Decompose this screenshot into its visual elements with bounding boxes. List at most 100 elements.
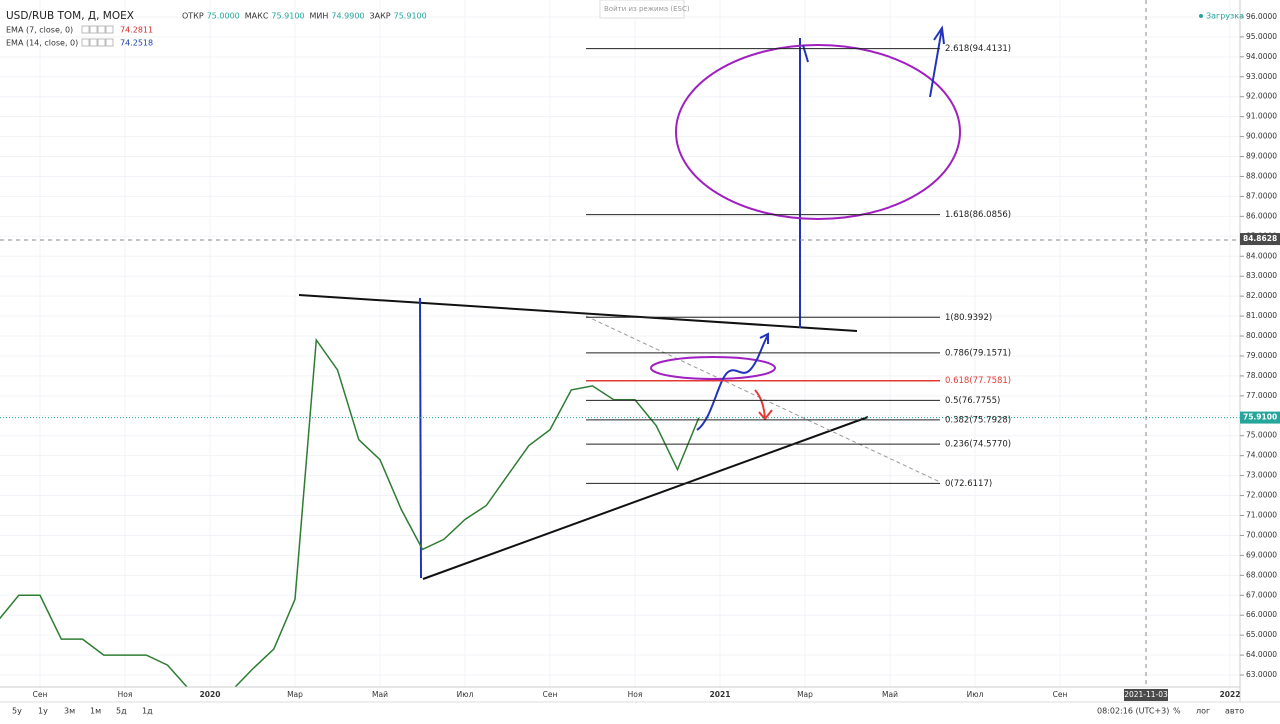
indicator-button[interactable] <box>81 38 90 47</box>
crosshair-date: 2021-11-03 <box>1124 690 1168 699</box>
fib-label: 0(72.6117) <box>945 479 992 489</box>
ohlc-value: 74.9900 <box>331 12 364 21</box>
y-tick-label: 79.0000 <box>1246 351 1277 360</box>
y-tick-label: 81.0000 <box>1246 311 1277 320</box>
ohlc-value: 75.0000 <box>207 12 240 21</box>
plot-area: 2.618(94.4131) 1.618(86.0856) 1(80.9392) 0.… <box>0 0 1240 687</box>
indicator-value: 74.2518 <box>120 39 153 48</box>
pen-mark <box>802 44 809 63</box>
y-tick-label: 95.0000 <box>1246 32 1277 41</box>
indicator-value: 74.2811 <box>120 26 153 35</box>
ohlc-label: МИН <box>310 12 329 21</box>
axis-option[interactable]: авто <box>1225 707 1244 716</box>
forecast-arrow <box>929 25 945 98</box>
trendline <box>298 294 858 332</box>
x-tick-label: Сен <box>543 690 558 699</box>
y-tick-label: 75.0000 <box>1246 431 1277 440</box>
y-tick-label: 88.0000 <box>1246 171 1277 180</box>
ohlc-value: 75.9100 <box>394 12 427 21</box>
fib-label: 0.618(77.7581) <box>945 376 1011 386</box>
y-tick-label: 71.0000 <box>1246 510 1277 519</box>
y-tick-label: 82.0000 <box>1246 291 1277 300</box>
price-line <box>0 337 700 687</box>
fib-label: 1.618(86.0856) <box>945 210 1011 220</box>
y-tick-label: 80.0000 <box>1246 331 1277 340</box>
ohlc-label: МАКС <box>245 12 269 21</box>
range-button[interactable]: 3м <box>64 707 75 716</box>
y-tick-label: 89.0000 <box>1246 152 1277 161</box>
y-tick-label: 66.0000 <box>1246 610 1277 619</box>
y-tick-label: 78.0000 <box>1246 371 1277 380</box>
ohlc-label: ЗАКР <box>370 12 391 21</box>
y-tick-label: 84.0000 <box>1246 251 1277 260</box>
x-tick-label: 2020 <box>200 690 221 699</box>
range-button[interactable]: 5д <box>116 707 127 716</box>
y-tick-label: 91.0000 <box>1246 112 1277 121</box>
x-tick-label: Мар <box>797 690 813 699</box>
y-tick-label: 64.0000 <box>1246 650 1277 659</box>
y-tick-label: 72.0000 <box>1246 491 1277 500</box>
range-button[interactable]: 1м <box>90 707 101 716</box>
y-tick-label: 86.0000 <box>1246 211 1277 220</box>
x-tick-label: Мар <box>287 690 303 699</box>
y-tick-label: 96.0000 <box>1246 12 1277 21</box>
ohlc-value: 75.9100 <box>271 12 304 21</box>
y-tick-label: 73.0000 <box>1246 471 1277 480</box>
crosshair-price-box <box>1240 233 1280 246</box>
indicator-button[interactable] <box>105 25 114 34</box>
replay-hint: Войти из режима (ESC) <box>604 5 690 13</box>
y-tick-label: 93.0000 <box>1246 72 1277 81</box>
indicator-button[interactable] <box>89 25 98 34</box>
x-tick-label: Июл <box>967 690 984 699</box>
x-tick-label: Сен <box>33 690 48 699</box>
replay-hint-box <box>599 0 685 19</box>
indicator-button[interactable] <box>105 38 114 47</box>
dashed-trendline <box>585 315 941 483</box>
x-tick-label: 2022 <box>1220 690 1241 699</box>
ohlc-label: ОТКР <box>182 12 204 21</box>
fib-label: 2.618(94.4131) <box>945 44 1011 54</box>
x-tick-label: 2021 <box>710 690 731 699</box>
last-price: 75.9100 <box>1243 413 1277 422</box>
zone-ellipse <box>650 356 776 380</box>
x-tick-label: Сен <box>1053 690 1068 699</box>
fib-label: 0.786(79.1571) <box>945 348 1011 358</box>
y-tick-label: 70.0000 <box>1246 530 1277 539</box>
range-button[interactable]: 5y <box>12 707 22 716</box>
fib-label: 0.5(76.7755) <box>945 396 1000 406</box>
y-tick-label: 94.0000 <box>1246 52 1277 61</box>
y-tick-label: 92.0000 <box>1246 92 1277 101</box>
y-tick-label: 69.0000 <box>1246 550 1277 559</box>
indicator-name: EMA (14, close, 0) <box>6 39 78 48</box>
axis-option[interactable]: % <box>1173 707 1181 716</box>
fib-label: 1(80.9392) <box>945 313 992 323</box>
grid <box>0 0 1240 687</box>
indicator-button[interactable] <box>89 38 98 47</box>
axis-option[interactable]: лог <box>1196 707 1210 716</box>
y-tick-label: 77.0000 <box>1246 391 1277 400</box>
indicator-button[interactable] <box>97 38 106 47</box>
crosshair-date-box <box>1124 689 1168 701</box>
forecast-arrow <box>696 332 769 431</box>
target-ellipse <box>675 44 961 220</box>
loading: Загрузка <box>1206 12 1244 21</box>
indicator-name: EMA (7, close, 0) <box>6 26 73 35</box>
range-button[interactable]: 1y <box>38 707 48 716</box>
x-tick-label: Ноя <box>628 690 643 699</box>
range-button[interactable]: 1д <box>142 707 153 716</box>
last-price-box <box>1240 411 1280 424</box>
vertical-measure <box>419 297 422 579</box>
indicator-button[interactable] <box>81 25 90 34</box>
clock: 08:02:16 (UTC+3) <box>1097 707 1169 716</box>
y-tick-label: 68.0000 <box>1246 570 1277 579</box>
fib-label: 0.382(75.7928) <box>945 415 1011 425</box>
fib-label: 0.236(74.5770) <box>945 440 1011 450</box>
y-tick-label: 83.0000 <box>1246 271 1277 280</box>
x-tick-label: Май <box>372 690 388 699</box>
y-tick-label: 65.0000 <box>1246 630 1277 639</box>
legend: USD/RUB TOM, Д, MOEX ОТКР 75.0000 МАКС 75.91… <box>6 10 427 48</box>
y-tick-label: 74.0000 <box>1246 451 1277 460</box>
indicator-button[interactable] <box>97 25 106 34</box>
